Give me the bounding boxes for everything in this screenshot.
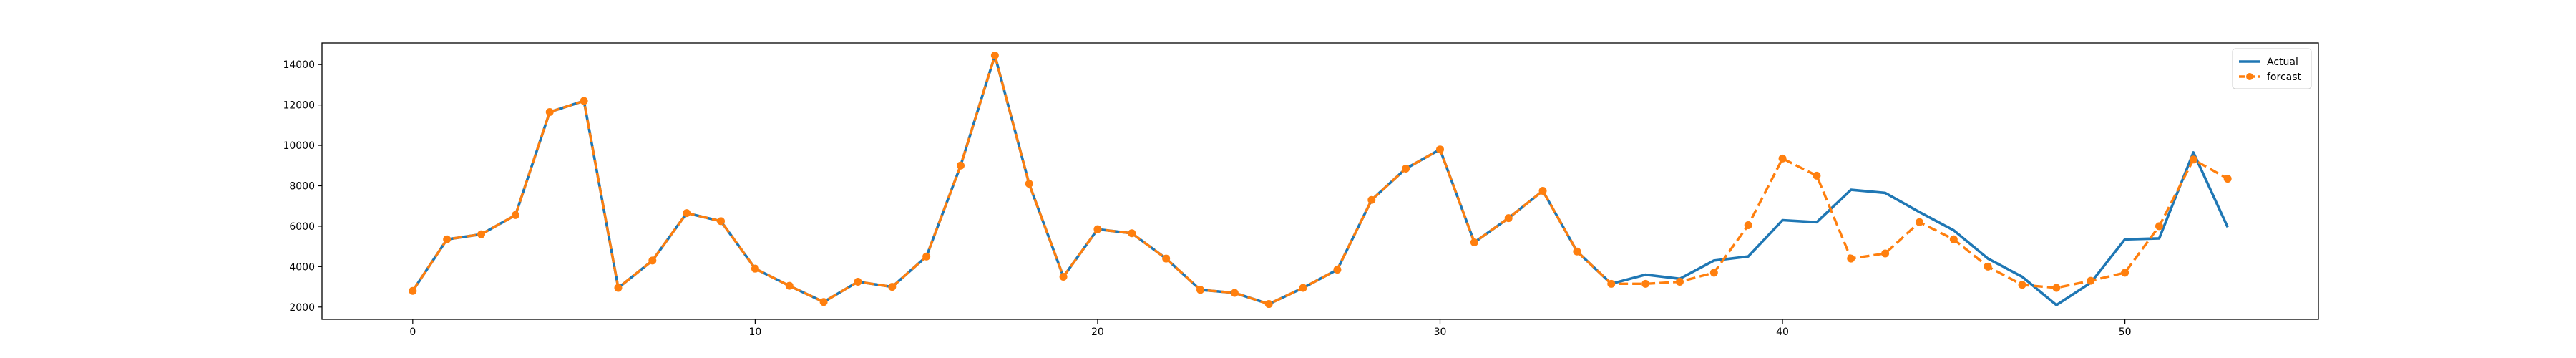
x-tick-label: 10 (748, 326, 761, 338)
x-tick-label: 50 (2119, 326, 2132, 338)
forcast-point (785, 281, 794, 290)
forcast-point (888, 283, 897, 291)
series-layer (409, 51, 2232, 309)
forcast-point (1778, 154, 1787, 163)
forcast-point (2121, 268, 2129, 277)
forcast-point (648, 256, 657, 265)
forcast-point (1504, 214, 1513, 223)
forcast-point (477, 230, 486, 238)
forcast-point (1333, 266, 1342, 274)
forcast-point (1641, 279, 1650, 288)
forcast-point (819, 298, 828, 306)
forcast-point (1162, 254, 1171, 263)
y-axis: 2000 4000 6000 8000 10000 12000 14000 (283, 59, 322, 314)
forcast-point (1881, 249, 1890, 258)
forcast-point (1196, 286, 1205, 294)
forcast-point (2018, 281, 2026, 289)
forcast-point (1709, 268, 1718, 277)
forcast-point (1949, 235, 1958, 243)
forcast-point (2087, 276, 2095, 285)
forcast-point (990, 51, 999, 59)
y-tick-label: 2000 (289, 302, 315, 314)
x-tick-label: 20 (1091, 326, 1104, 338)
forcast-point (614, 284, 623, 292)
y-tick-label: 12000 (283, 100, 315, 112)
x-tick-label: 40 (1776, 326, 1789, 338)
forcast-point (1984, 262, 1992, 271)
forcast-point (1573, 247, 1581, 256)
y-tick-label: 14000 (283, 59, 315, 71)
forcast-point (1470, 238, 1478, 246)
forcast-point (1435, 145, 1444, 154)
forcast-point (2052, 284, 2061, 292)
x-tick-label: 0 (409, 326, 416, 338)
series-line-forcast (411, 54, 2229, 306)
y-tick-label: 8000 (289, 180, 315, 192)
legend-label-forcast: forcast (2267, 72, 2302, 83)
forcast-point (1538, 187, 1547, 195)
forcast-point (1367, 195, 1376, 204)
forcast-point (2189, 155, 2197, 164)
y-tick-label: 10000 (283, 140, 315, 152)
forcast-point (2155, 222, 2163, 231)
forcast-point (1230, 289, 1239, 297)
forcast-point (1813, 171, 1821, 180)
forcast-point (2223, 175, 2232, 183)
forcast-point (409, 286, 417, 295)
forcast-point (1299, 284, 1307, 292)
forcast-point (1264, 300, 1273, 309)
forcast-point (1675, 278, 1684, 286)
plot-frame (321, 42, 2319, 320)
forcast-point (854, 278, 862, 286)
forcast-point (1847, 254, 1855, 263)
forcast-point (443, 235, 452, 243)
forcast-point (922, 252, 931, 261)
forcast-point (545, 108, 554, 116)
forcast-point (1607, 279, 1616, 288)
forcast-point (683, 209, 691, 218)
forcast-point (751, 264, 759, 273)
forcast-point (580, 97, 588, 105)
legend: Actual forcast (2232, 48, 2312, 90)
forcast-point (1402, 165, 1410, 173)
forcast-point (957, 161, 965, 170)
forcast-point (1093, 225, 1102, 233)
forcast-point (1128, 229, 1136, 238)
forcast-point (1059, 272, 1068, 281)
legend-marker-forcast (2246, 73, 2253, 80)
x-axis: 0 10 20 30 40 50 (409, 319, 2132, 338)
forcast-point (1915, 218, 1923, 226)
y-tick-label: 4000 (289, 261, 315, 273)
forcast-point (717, 217, 726, 226)
forcast-point (1744, 221, 1752, 230)
forcast-point (511, 211, 519, 219)
x-tick-label: 30 (1434, 326, 1447, 338)
y-tick-label: 6000 (289, 221, 315, 233)
forcast-point (1025, 180, 1033, 188)
legend-label-actual: Actual (2267, 57, 2298, 68)
